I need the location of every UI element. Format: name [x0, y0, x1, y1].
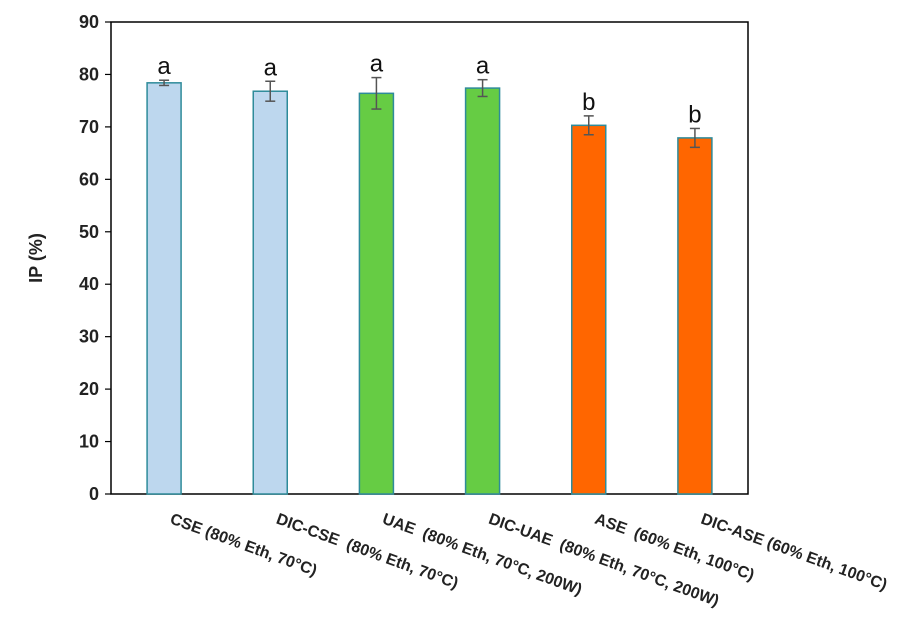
significance-label: b [582, 89, 595, 116]
y-tick-label: 20 [79, 379, 99, 399]
y-axis-title: IP (%) [26, 233, 46, 283]
x-category-label: DIC-CSE (80% Eth, 70°C) [274, 511, 460, 593]
plot-frame [110, 21, 749, 495]
y-tick-label: 90 [79, 12, 99, 32]
bar [146, 82, 182, 495]
y-tick-label: 40 [79, 274, 99, 294]
x-axis: CSE (80% Eth, 70°C)DIC-CSE (80% Eth, 70°… [168, 511, 889, 610]
bar [252, 90, 288, 495]
bars-group: a a a a b b [146, 51, 713, 495]
y-tick-label: 80 [79, 64, 99, 84]
y-tick-label: 60 [79, 169, 99, 189]
x-category-label: DIC-ASE (60% Eth, 100°C) [699, 511, 890, 594]
bar [571, 124, 607, 495]
significance-label: b [688, 101, 701, 128]
y-tick-label: 10 [79, 432, 99, 452]
significance-label: a [476, 53, 490, 80]
y-tick-label: 70 [79, 117, 99, 137]
significance-label: a [157, 53, 171, 80]
significance-label: a [370, 51, 384, 78]
y-axis: 0 10 20 30 40 50 60 70 80 90 [79, 12, 111, 504]
y-tick-label: 50 [79, 222, 99, 242]
x-category-label: UAE (80% Eth, 70°C, 200W) [380, 511, 584, 599]
bar [358, 92, 395, 495]
bar [677, 137, 713, 495]
significance-label: a [264, 54, 278, 81]
y-tick-label: 0 [89, 484, 99, 504]
y-tick-label: 30 [79, 327, 99, 347]
bar [464, 87, 501, 495]
